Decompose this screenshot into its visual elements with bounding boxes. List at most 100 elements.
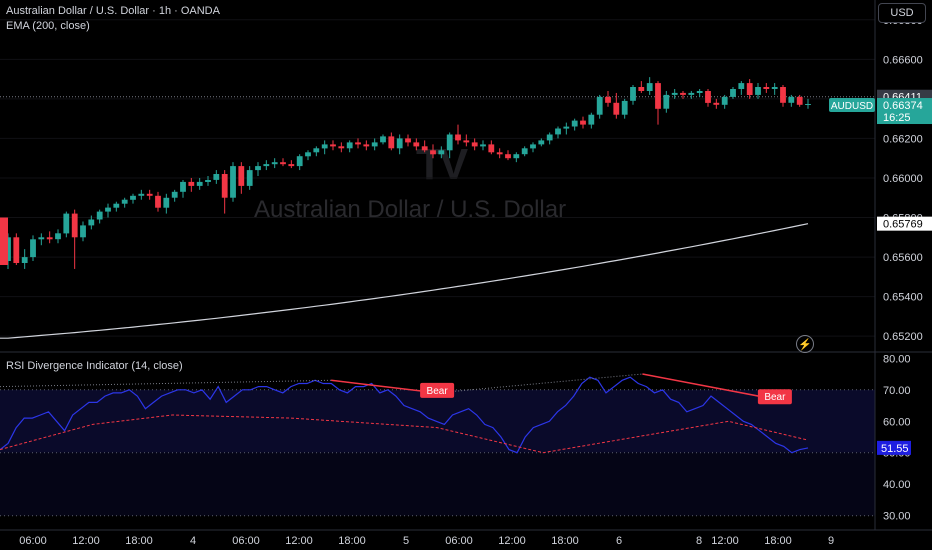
price-tick-label: 0.66200 (883, 133, 923, 145)
candle-down (338, 146, 345, 149)
candle-up (688, 92, 695, 95)
candle-up (555, 128, 561, 135)
candle-up (121, 199, 128, 204)
symbol-tag-box (829, 98, 875, 113)
candle-down (405, 138, 411, 143)
time-tick-label: 18:00 (125, 535, 153, 547)
rsi-band-lower (0, 452, 875, 516)
price-tick-label: 0.65600 (883, 252, 923, 264)
candle-up (571, 120, 578, 127)
time-tick-label: 5 (403, 535, 409, 547)
candle-up (396, 138, 403, 149)
candle-up (205, 180, 211, 182)
candle-up (788, 96, 795, 103)
candle-down (613, 102, 620, 115)
candle-down (13, 237, 20, 263)
candle-up (530, 144, 536, 149)
rsi-current-box (877, 440, 911, 455)
time-tick-label: 9 (828, 535, 834, 547)
candle-up (546, 134, 553, 141)
candle-down (188, 181, 195, 186)
time-tick-label: 12:00 (285, 535, 313, 547)
bar-countdown-label: 16:25 (883, 112, 911, 124)
candle-down (505, 154, 511, 159)
current-price-label: 0.66374 (883, 100, 923, 112)
candle-up (113, 203, 120, 208)
candle-up (63, 213, 70, 234)
candle-down (421, 146, 428, 151)
candle-up (588, 114, 595, 125)
candle-up (305, 152, 311, 157)
time-tick-label: 6 (616, 535, 622, 547)
time-tick-label: 12:00 (498, 535, 526, 547)
candle-down (713, 102, 720, 105)
candle-down (780, 87, 786, 103)
candle-up (180, 181, 186, 192)
rsi-tick-label: 70.00 (883, 385, 911, 397)
candle-up (380, 136, 386, 143)
candle-down (680, 92, 686, 95)
candle-up (96, 211, 103, 220)
symbol-watermark: Australian Dollar / U.S. Dollar (254, 196, 567, 223)
candle-up (213, 174, 220, 180)
candle-up (80, 225, 86, 238)
candle-up (296, 156, 303, 167)
price-tick-label: 0.65400 (883, 292, 923, 304)
rsi-tick-label: 80.00 (883, 353, 911, 365)
symbol-title[interactable]: Australian Dollar / U.S. Dollar · 1h · O… (6, 5, 220, 17)
candle-up (130, 195, 136, 200)
candle-up (538, 140, 545, 145)
bear-divergence-line (642, 373, 776, 400)
candle-up (163, 197, 170, 208)
candle-up (480, 144, 486, 147)
candle-up (321, 144, 328, 149)
rsi-tick-label: 30.00 (883, 511, 911, 523)
candle-up (346, 142, 353, 149)
candle-up (38, 237, 45, 240)
rsi-tick-label: 60.00 (883, 416, 911, 428)
bear-divergence-line (331, 379, 438, 394)
time-tick-label: 06:00 (19, 535, 47, 547)
bear-label-box (757, 389, 792, 405)
candle-down (463, 140, 470, 143)
time-tick-label: 12:00 (72, 535, 100, 547)
candle-down (46, 237, 53, 240)
price-tick-label: 0.66600 (883, 54, 923, 66)
candle-up (438, 150, 445, 155)
candle-down (146, 193, 153, 196)
bear-label: Bear (764, 392, 786, 403)
candle-up (246, 170, 253, 186)
candle-up (446, 134, 453, 151)
candle-up (105, 207, 111, 212)
candle-down (763, 87, 770, 89)
time-tick-label: 06:00 (232, 535, 260, 547)
time-tick-label: 18:00 (551, 535, 579, 547)
candle-up (663, 94, 670, 109)
price-tick-label: 0.65200 (883, 331, 923, 343)
currency-button[interactable]: USD (878, 3, 926, 23)
candle-down (796, 96, 803, 105)
candle-up (271, 162, 278, 165)
ema-price-label: 0.65769 (883, 219, 923, 231)
ema-legend[interactable]: EMA (200, close) (6, 20, 90, 32)
candle-up (755, 87, 761, 95)
rsi-tick-label: 40.00 (883, 479, 911, 491)
candle-down (355, 142, 361, 145)
candle-down (655, 83, 661, 109)
candle-up (738, 83, 745, 89)
candle-up (196, 181, 203, 186)
candle-down (280, 162, 286, 165)
rsi-current-label: 51.55 (881, 443, 909, 455)
candle-down (471, 142, 478, 147)
candle-up (563, 126, 570, 129)
lightning-icon[interactable]: ⚡ (796, 335, 814, 353)
time-tick-label: 18:00 (764, 535, 792, 547)
candle-down (388, 136, 395, 149)
rsi-legend[interactable]: RSI Divergence Indicator (14, close) (6, 360, 183, 372)
ema-price-box (877, 216, 932, 231)
candle-up (263, 164, 270, 167)
candle-down (330, 144, 336, 147)
candle-down (638, 87, 645, 91)
